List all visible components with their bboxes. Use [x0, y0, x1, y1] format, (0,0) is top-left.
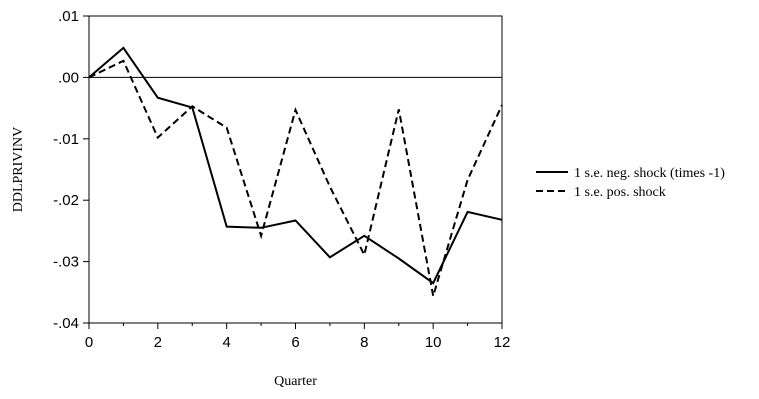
series-line-1 — [88, 46, 503, 285]
y-tick-label: .00 — [58, 69, 79, 86]
y-tick-label: -.01 — [53, 131, 79, 148]
legend-label: 1 s.e. neg. shock (times -1) — [574, 166, 725, 181]
y-tick-label: .01 — [58, 8, 79, 25]
series-lines — [88, 46, 503, 297]
x-tick-label: 10 — [425, 334, 442, 351]
x-tick-label: 4 — [222, 334, 230, 351]
plot-frame — [88, 15, 503, 324]
series-line-2 — [88, 59, 503, 297]
x-tick-label: 8 — [360, 334, 368, 351]
x-axis-ticks: 0 2 4 6 8 10 12 — [85, 323, 511, 351]
x-tick-label: 12 — [494, 334, 511, 351]
y-tick-label: -.02 — [53, 192, 79, 209]
y-tick-label: -.03 — [53, 254, 79, 271]
legend: 1 s.e. neg. shock (times -1) 1 s.e. pos. … — [536, 166, 725, 200]
x-tick-label: 0 — [85, 334, 93, 351]
y-axis-title: DDLPRIVINV — [11, 127, 26, 213]
x-tick-label: 2 — [154, 334, 162, 351]
x-axis-title: Quarter — [274, 374, 317, 389]
y-tick-label: -.04 — [53, 315, 79, 332]
x-tick-label: 6 — [291, 334, 299, 351]
y-axis-ticks: .01 .00 -.01 -.02 -.03 -.04 — [53, 8, 89, 332]
legend-label: 1 s.e. pos. shock — [574, 185, 666, 200]
